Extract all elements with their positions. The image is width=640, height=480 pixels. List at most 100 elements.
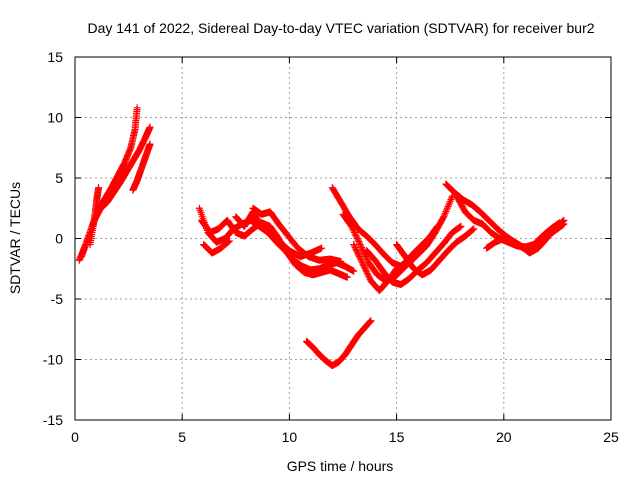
data-point <box>447 196 455 204</box>
data-point <box>352 245 360 253</box>
data-point <box>357 242 365 250</box>
data-point <box>95 184 103 192</box>
y-tick-label: 5 <box>55 170 63 186</box>
data-point <box>470 225 478 233</box>
data-point <box>353 247 361 255</box>
data-point <box>343 273 351 281</box>
y-tick-label: -15 <box>43 412 63 428</box>
data-point <box>357 256 365 264</box>
data-point <box>445 199 453 207</box>
data-point <box>361 265 369 273</box>
data-point <box>354 250 362 258</box>
chart-title: Day 141 of 2022, Sidereal Day-to-day VTE… <box>87 20 594 36</box>
x-tick-label: 10 <box>282 429 298 445</box>
data-point <box>355 253 363 261</box>
data-point <box>558 218 566 226</box>
series-arc-14 <box>363 222 465 288</box>
data-point <box>337 257 345 265</box>
data-point <box>350 227 358 235</box>
data-points <box>75 104 568 370</box>
data-point <box>358 257 366 265</box>
data-point <box>353 248 361 256</box>
data-point <box>360 263 368 271</box>
data-point <box>351 244 359 252</box>
y-tick-label: -5 <box>51 291 64 307</box>
data-point <box>362 266 370 274</box>
data-point <box>348 224 356 232</box>
x-tick-label: 25 <box>603 429 619 445</box>
data-point <box>444 202 452 210</box>
data-point <box>349 225 357 233</box>
y-tick-label: 15 <box>47 49 63 65</box>
series-arc-7 <box>200 237 233 257</box>
x-axis-label: GPS time / hours <box>287 458 394 474</box>
data-point <box>146 123 154 131</box>
data-point <box>560 216 568 224</box>
data-point <box>355 239 363 247</box>
data-point <box>359 260 367 268</box>
y-axis-label: SDTVAR / TECUs <box>7 182 23 294</box>
y-tick-label: -10 <box>43 352 63 368</box>
data-point <box>442 208 450 216</box>
data-point <box>439 214 447 222</box>
tick-labels: 0 5 10 15 20 25 -15 -10 -5 0 5 10 15 <box>43 49 619 445</box>
data-point <box>426 233 434 241</box>
data-point <box>146 140 154 148</box>
data-point <box>350 228 358 236</box>
data-point <box>351 230 359 238</box>
data-point <box>350 267 358 275</box>
data-point <box>355 251 363 259</box>
data-point <box>356 241 364 249</box>
data-point <box>441 209 449 217</box>
data-point <box>353 235 361 242</box>
data-point <box>364 271 372 279</box>
x-tick-label: 15 <box>389 429 405 445</box>
data-point <box>367 317 375 325</box>
plot-frame <box>74 56 612 421</box>
series-arc-6 <box>197 216 351 281</box>
data-point <box>440 211 448 219</box>
data-point <box>443 206 451 214</box>
data-point <box>363 254 371 262</box>
data-point <box>445 201 453 209</box>
x-tick-label: 5 <box>178 429 186 445</box>
data-point <box>443 204 451 212</box>
data-point <box>363 268 371 276</box>
data-point <box>457 222 465 230</box>
data-point <box>365 272 373 280</box>
x-tick-label: 20 <box>496 429 512 445</box>
data-point <box>354 236 362 244</box>
data-point <box>355 238 363 246</box>
series-arc-4 <box>86 184 103 249</box>
series-arc-10 <box>303 317 375 370</box>
data-point <box>427 232 435 240</box>
data-point <box>318 244 326 252</box>
data-point <box>348 222 356 230</box>
x-tick-label: 0 <box>71 429 79 445</box>
data-point <box>225 238 233 246</box>
data-point <box>353 233 361 241</box>
series-arc-3 <box>129 140 154 194</box>
data-point <box>133 104 141 112</box>
data-point <box>350 242 358 250</box>
data-point <box>360 262 368 270</box>
data-point <box>440 213 448 221</box>
data-point <box>446 197 454 205</box>
series-arc-15 <box>393 225 478 279</box>
data-point <box>425 233 433 241</box>
data-point <box>356 254 364 262</box>
data-point <box>469 225 477 233</box>
data-point <box>468 226 476 234</box>
data-point <box>358 245 366 253</box>
data-point <box>358 244 366 252</box>
data-point <box>224 238 232 246</box>
data-point <box>352 231 360 239</box>
data-point <box>433 223 441 231</box>
y-tick-label: 0 <box>55 231 63 247</box>
data-point <box>358 259 366 267</box>
y-tick-label: 10 <box>47 110 63 126</box>
data-point <box>350 241 358 249</box>
series-arc-9 <box>249 204 345 265</box>
